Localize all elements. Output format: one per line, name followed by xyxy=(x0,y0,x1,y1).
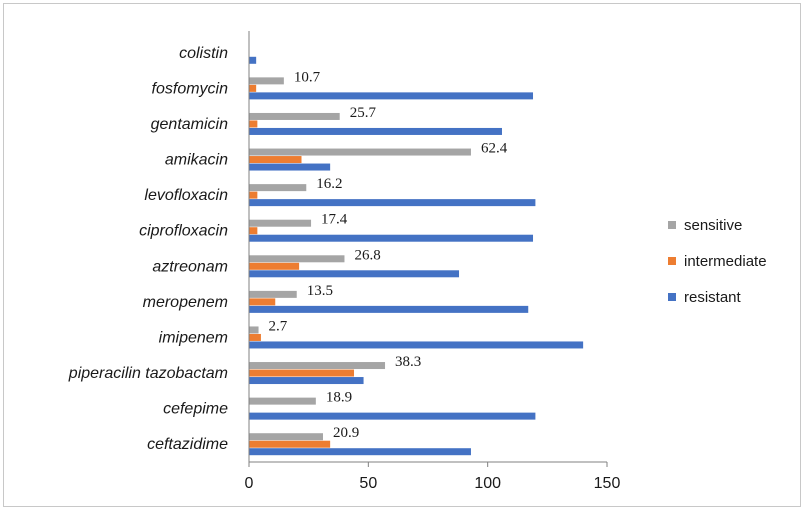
bar-sensitive-ciprofloxacin xyxy=(249,219,312,227)
legend: sensitive intermediate resistant xyxy=(668,217,767,306)
bar-resistant-fosfomycin xyxy=(249,92,534,100)
category-label-cefepime: cefepime xyxy=(163,401,228,418)
bar-resistant-imipenem xyxy=(249,341,584,349)
category-label-gentamicin: gentamicin xyxy=(151,116,228,133)
labels-layer: colistin fosfomycin 10.7 gentamicin 25.7 amik… xyxy=(68,45,508,453)
bar-intermediate-ceftazidime xyxy=(249,440,331,448)
category-label-amikacin: amikacin xyxy=(165,152,228,169)
data-label-sensitive-meropenem: 13.5 xyxy=(307,283,333,299)
bar-resistant-aztreonam xyxy=(249,270,460,278)
bar-resistant-gentamicin xyxy=(249,127,502,135)
data-label-sensitive-ciprofloxacin: 17.4 xyxy=(321,212,348,228)
legend-swatch-sensitive xyxy=(668,221,676,229)
data-label-sensitive-fosfomycin: 10.7 xyxy=(294,69,321,85)
bar-sensitive-cefepime xyxy=(249,397,316,405)
category-label-colistin: colistin xyxy=(179,45,228,62)
bar-intermediate-aztreonam xyxy=(249,262,300,270)
legend-swatch-resistant xyxy=(668,293,676,301)
bar-resistant-amikacin xyxy=(249,163,331,171)
bar-intermediate-fosfomycin xyxy=(249,84,257,92)
bar-intermediate-gentamicin xyxy=(249,120,258,128)
bar-sensitive-gentamicin xyxy=(249,112,340,120)
data-label-sensitive-aztreonam: 26.8 xyxy=(354,247,380,263)
category-label-fosfomycin: fosfomycin xyxy=(152,80,229,97)
legend-label-resistant: resistant xyxy=(684,289,742,306)
x-ticks: 0 50 100 150 xyxy=(245,462,621,492)
chart-frame xyxy=(3,3,801,507)
bar-sensitive-meropenem xyxy=(249,290,297,298)
bar-intermediate-imipenem xyxy=(249,333,261,341)
bar-sensitive-aztreonam xyxy=(249,255,345,263)
x-tick-label: 0 xyxy=(245,475,254,492)
bar-resistant-ciprofloxacin xyxy=(249,234,534,242)
bar-intermediate-levofloxacin xyxy=(249,191,258,199)
bar-resistant-levofloxacin xyxy=(249,199,536,207)
legend-label-sensitive: sensitive xyxy=(684,217,742,234)
x-tick-label: 100 xyxy=(474,475,501,492)
data-label-sensitive-imipenem: 2.7 xyxy=(269,318,288,334)
bars-layer xyxy=(249,56,584,456)
bar-sensitive-piperacilin-tazobactam xyxy=(249,362,386,370)
category-label-aztreonam: aztreonam xyxy=(152,258,228,275)
bar-intermediate-amikacin xyxy=(249,156,302,164)
data-label-sensitive-cefepime: 18.9 xyxy=(326,390,352,406)
bar-resistant-piperacilin-tazobactam xyxy=(249,377,364,385)
bar-sensitive-ceftazidime xyxy=(249,433,323,441)
bar-sensitive-levofloxacin xyxy=(249,184,307,192)
data-label-sensitive-piperacilin-tazobactam: 38.3 xyxy=(395,354,421,370)
bar-intermediate-meropenem xyxy=(249,298,276,306)
x-tick-label: 150 xyxy=(594,475,621,492)
bar-resistant-colistin xyxy=(249,56,257,64)
bar-resistant-meropenem xyxy=(249,305,529,313)
bar-intermediate-ciprofloxacin xyxy=(249,227,258,235)
data-label-sensitive-levofloxacin: 16.2 xyxy=(316,176,342,192)
bar-resistant-cefepime xyxy=(249,412,536,420)
legend-swatch-intermediate xyxy=(668,257,676,265)
legend-label-intermediate: intermediate xyxy=(684,253,767,270)
category-label-levofloxacin: levofloxacin xyxy=(144,187,228,204)
data-label-sensitive-amikacin: 62.4 xyxy=(481,141,508,157)
category-label-ciprofloxacin: ciprofloxacin xyxy=(139,223,228,240)
category-label-meropenem: meropenem xyxy=(143,294,228,311)
category-label-imipenem: imipenem xyxy=(159,329,228,346)
x-tick-label: 50 xyxy=(359,475,377,492)
data-label-sensitive-ceftazidime: 20.9 xyxy=(333,425,359,441)
bar-sensitive-imipenem xyxy=(249,326,259,334)
data-label-sensitive-gentamicin: 25.7 xyxy=(350,105,377,121)
category-label-ceftazidime: ceftazidime xyxy=(147,436,228,453)
bar-resistant-ceftazidime xyxy=(249,448,471,456)
bar-sensitive-amikacin xyxy=(249,148,471,156)
bar-sensitive-fosfomycin xyxy=(249,77,284,85)
bar-intermediate-piperacilin-tazobactam xyxy=(249,369,355,377)
category-label-piperacilin-tazobactam: piperacilin tazobactam xyxy=(68,365,228,382)
